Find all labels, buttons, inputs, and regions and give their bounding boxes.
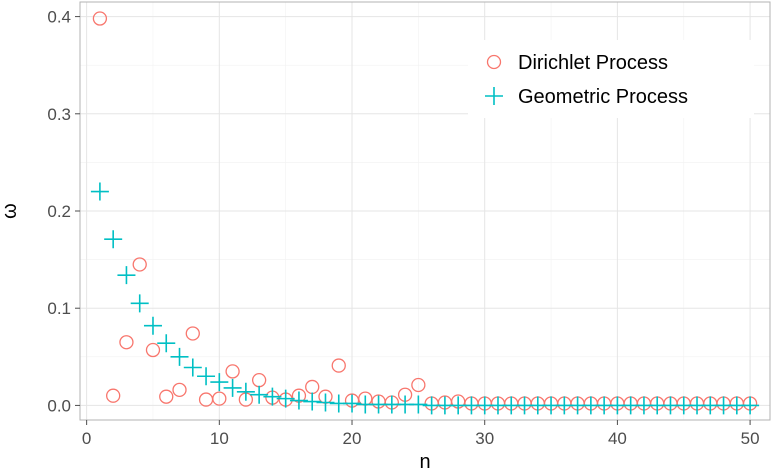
dirichlet-point bbox=[185, 326, 200, 341]
legend-background bbox=[468, 40, 754, 118]
geometric-point bbox=[276, 389, 295, 408]
y-axis-title: ω bbox=[0, 203, 21, 219]
geometric-point bbox=[130, 294, 149, 313]
dirichlet-point bbox=[212, 391, 227, 406]
y-tick-label: 0.3 bbox=[47, 105, 71, 124]
x-tick-label: 20 bbox=[343, 429, 362, 448]
geometric-point bbox=[143, 316, 162, 335]
dirichlet-point bbox=[172, 382, 187, 398]
legend: Dirichlet Process Geometric Process bbox=[468, 40, 754, 118]
geometric-point bbox=[316, 393, 335, 412]
y-tick-label: 0.4 bbox=[47, 8, 71, 27]
dirichlet-point bbox=[92, 11, 108, 26]
y-tick-label: 0.2 bbox=[47, 202, 71, 221]
geometric-point bbox=[289, 391, 308, 410]
geometric-point bbox=[183, 358, 202, 377]
geometric-point bbox=[90, 182, 109, 201]
geometric-point bbox=[197, 367, 216, 386]
geometric-point bbox=[223, 378, 242, 397]
legend-key-geometric-plus-icon bbox=[485, 87, 503, 105]
geometric-point bbox=[409, 395, 428, 414]
geometric-point bbox=[157, 334, 176, 353]
x-tick-label: 40 bbox=[608, 429, 627, 448]
dirichlet-point bbox=[251, 372, 267, 388]
grid bbox=[80, 2, 770, 420]
geometric-point bbox=[741, 396, 760, 415]
dirichlet-point bbox=[331, 358, 346, 373]
geometric-point bbox=[263, 387, 282, 406]
dirichlet-point bbox=[145, 342, 161, 358]
dirichlet-point bbox=[198, 392, 214, 407]
x-tick-label: 30 bbox=[475, 429, 494, 448]
data-points bbox=[90, 11, 760, 415]
y-tick-label: 0.0 bbox=[47, 396, 71, 415]
dirichlet-point bbox=[119, 335, 134, 350]
x-axis-title: n bbox=[419, 451, 430, 472]
x-tick-label: 50 bbox=[741, 429, 760, 448]
geometric-point bbox=[170, 347, 189, 366]
x-tick-label: 0 bbox=[82, 429, 91, 448]
dirichlet-point bbox=[411, 377, 426, 393]
dirichlet-point bbox=[159, 389, 174, 404]
dirichlet-point bbox=[132, 257, 147, 272]
geometric-point bbox=[236, 382, 255, 401]
legend-label-geometric: Geometric Process bbox=[518, 86, 688, 108]
x-tick-label: 10 bbox=[210, 429, 229, 448]
geometric-point bbox=[303, 392, 322, 411]
dirichlet-point bbox=[225, 364, 240, 379]
geometric-point bbox=[343, 394, 362, 413]
legend-label-dirichlet: Dirichlet Process bbox=[518, 52, 668, 74]
geometric-point bbox=[104, 230, 123, 249]
geometric-point bbox=[117, 266, 136, 285]
geometric-point bbox=[250, 385, 269, 404]
axis-ticks: 0 10 20 30 40 50 0.0 0.1 0.2 0.3 0.4 bbox=[47, 8, 759, 448]
dirichlet-point bbox=[106, 388, 121, 403]
geometric-point bbox=[210, 373, 229, 392]
legend-key-dirichlet-circle-icon bbox=[486, 54, 502, 70]
dirichlet-point bbox=[305, 379, 320, 395]
y-tick-label: 0.1 bbox=[47, 299, 71, 318]
